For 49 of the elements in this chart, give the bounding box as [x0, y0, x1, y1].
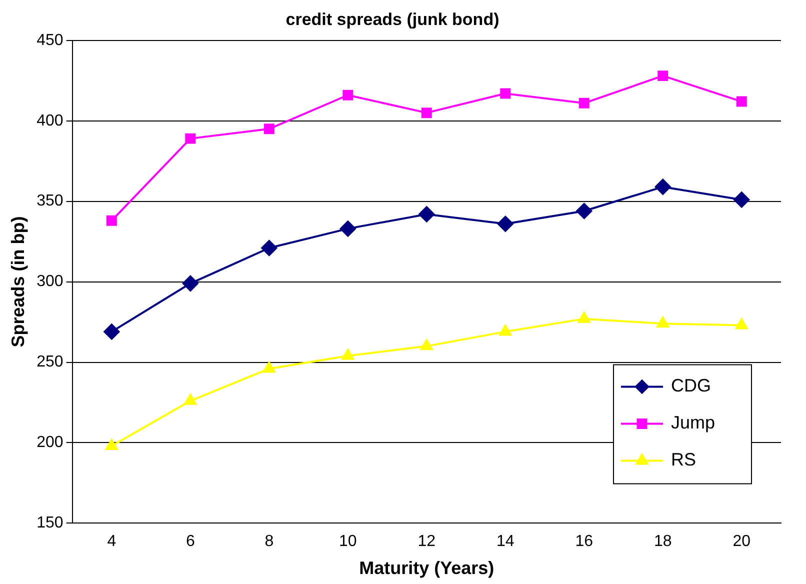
point [420, 339, 433, 350]
point [105, 438, 118, 450]
point [734, 192, 750, 208]
legend-label: RS [671, 450, 696, 470]
x-tick-label: 14 [496, 533, 514, 550]
point [500, 88, 511, 99]
legend-label: CDG [671, 376, 711, 396]
point [262, 362, 276, 373]
point [106, 215, 117, 226]
y-tick-label: 350 [36, 192, 64, 210]
chart-title: credit spreads (junk bond) [286, 10, 500, 29]
point [576, 202, 592, 219]
x-tick-label: 12 [418, 533, 436, 550]
point [104, 324, 120, 340]
point [184, 394, 197, 405]
point [418, 206, 435, 222]
x-tick-label: 10 [339, 533, 357, 550]
x-tick-label: 8 [264, 533, 274, 550]
x-tick-label: 4 [107, 533, 116, 550]
point [497, 216, 514, 232]
point [182, 275, 198, 292]
y-tick-label: 200 [36, 434, 64, 452]
y-tick-label: 450 [36, 32, 64, 49]
point [578, 98, 590, 108]
y-tick-label: 250 [36, 354, 64, 371]
point [421, 108, 432, 118]
x-axis-title: Maturity (Years) [359, 558, 494, 578]
y-tick-label: 150 [36, 514, 64, 532]
point [261, 240, 278, 256]
point [736, 96, 747, 107]
legend-label: Jump [671, 412, 716, 433]
point [654, 178, 671, 195]
point [735, 318, 748, 330]
point [656, 316, 670, 328]
point [340, 220, 356, 237]
point [264, 124, 274, 134]
point [578, 312, 590, 323]
x-tick-label: 20 [732, 533, 751, 550]
point [658, 70, 668, 82]
point [342, 348, 354, 360]
y-tick-label: 300 [36, 273, 64, 290]
x-tick-label: 16 [575, 533, 594, 550]
y-axis-title: Spreads (in bp) [8, 216, 28, 348]
y-tick-label: 400 [36, 112, 64, 130]
x-tick-label: 6 [186, 533, 195, 550]
point [185, 133, 196, 144]
x-tick-label: 18 [654, 533, 672, 550]
point [342, 90, 354, 100]
point [499, 324, 512, 336]
